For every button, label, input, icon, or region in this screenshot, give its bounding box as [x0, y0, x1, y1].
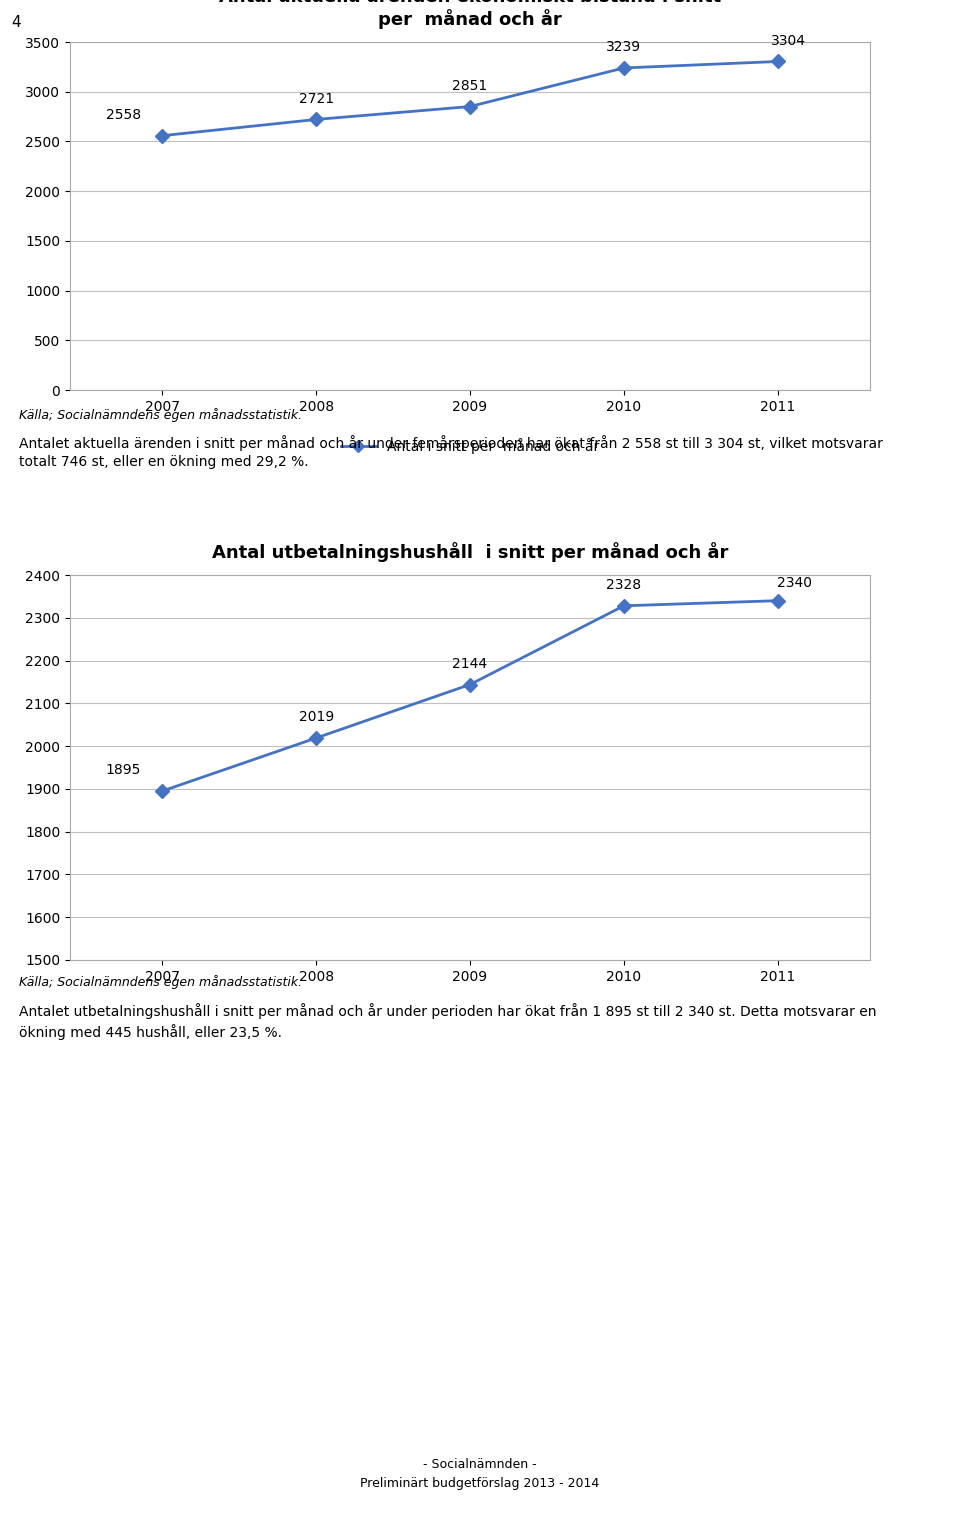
Legend: Antal i snitt per  månad och år: Antal i snitt per månad och år — [335, 433, 605, 460]
Text: 2721: 2721 — [299, 92, 334, 106]
Text: 4: 4 — [12, 15, 21, 30]
Text: Antalet aktuella ärenden i snitt per månad och år under femårsperioden har ökat : Antalet aktuella ärenden i snitt per mån… — [19, 436, 883, 469]
Text: 3304: 3304 — [771, 33, 806, 47]
Text: - Socialnämnden -: - Socialnämnden - — [423, 1459, 537, 1471]
Text: 2340: 2340 — [777, 575, 812, 590]
Title: Antal aktuella ärenden ekonomiskt bistånd i snitt
per  månad och år: Antal aktuella ärenden ekonomiskt bistån… — [219, 0, 721, 29]
Text: 2019: 2019 — [299, 710, 334, 725]
Text: 2851: 2851 — [452, 79, 488, 92]
Title: Antal utbetalningshushåll  i snitt per månad och år: Antal utbetalningshushåll i snitt per må… — [212, 542, 729, 563]
Text: 2144: 2144 — [452, 657, 488, 670]
Text: 2558: 2558 — [106, 107, 141, 121]
Text: 1895: 1895 — [106, 763, 141, 778]
Text: 3239: 3239 — [607, 39, 641, 54]
Text: Antalet utbetalningshushåll i snitt per månad och år under perioden har ökat frå: Antalet utbetalningshushåll i snitt per … — [19, 1003, 876, 1039]
Text: Källa; Socialnämndens egen månadsstatistik.: Källa; Socialnämndens egen månadsstatist… — [19, 409, 302, 422]
Text: 2328: 2328 — [607, 578, 641, 592]
Text: Preliminärt budgetförslag 2013 - 2014: Preliminärt budgetförslag 2013 - 2014 — [360, 1477, 600, 1490]
Text: Källa; Socialnämndens egen månadsstatistik.: Källa; Socialnämndens egen månadsstatist… — [19, 974, 302, 990]
